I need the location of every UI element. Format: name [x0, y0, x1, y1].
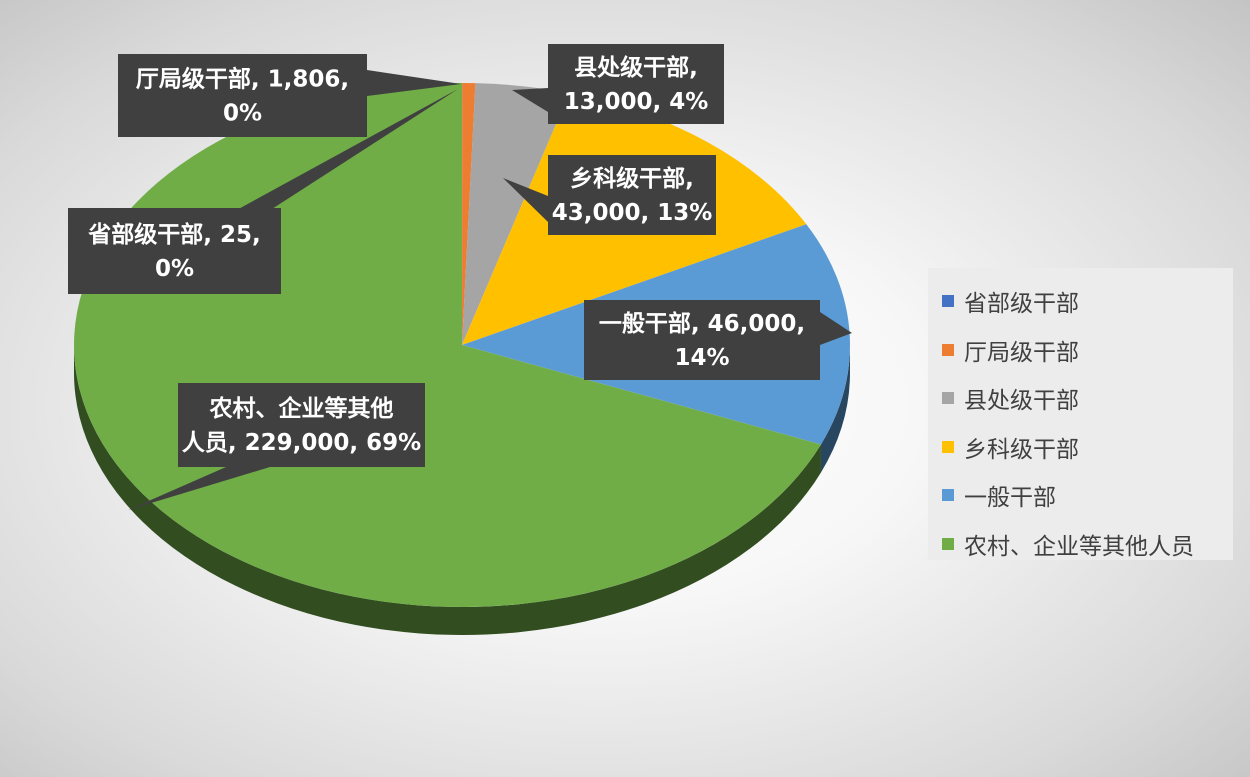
legend-label: 厅局级干部 — [964, 339, 1079, 366]
label-province-box — [68, 208, 281, 294]
legend-swatch — [942, 489, 954, 502]
legend-item-province: 省部级干部 — [928, 277, 1233, 326]
label-general-box — [584, 300, 820, 380]
legend-label: 一般干部 — [964, 485, 1056, 512]
label-others-box — [178, 383, 425, 467]
label-general-pointer — [820, 312, 852, 345]
label-province-line-1: 省部级干部, 25, — [87, 221, 261, 248]
legend-label: 县处级干部 — [964, 388, 1079, 415]
slice-general-side — [820, 345, 850, 473]
label-others-line-1: 农村、企业等其他 — [209, 395, 394, 422]
legend: 省部级干部厅局级干部县处级干部乡科级干部一般干部农村、企业等其他人员 — [928, 268, 1233, 560]
legend-swatch — [942, 295, 954, 308]
legend-item-county: 县处级干部 — [928, 374, 1233, 423]
label-province-line-2: 0% — [155, 256, 194, 282]
legend-item-bureau: 厅局级干部 — [928, 326, 1233, 375]
data-labels: 省部级干部, 25, 0% 厅局级干部, 1,806, 0% 县处级干部, 13,000,… — [68, 44, 852, 510]
label-others-line-2: 人员, 229,000, 69% — [182, 430, 421, 456]
label-county-line-1: 县处级干部, — [574, 54, 698, 81]
label-bureau-line-2: 0% — [223, 101, 262, 127]
label-province: 省部级干部, 25, 0% — [68, 89, 458, 294]
label-others: 农村、企业等其他人员, 229,000, 69% — [128, 383, 425, 510]
legend-item-general: 一般干部 — [928, 471, 1233, 520]
label-others-pointer — [128, 467, 270, 510]
label-province-pointer — [222, 89, 458, 218]
legend-label: 省部级干部 — [964, 291, 1079, 318]
label-county: 县处级干部, 13,000, 4% — [512, 44, 724, 124]
label-township-line-1: 乡科级干部, — [570, 165, 694, 192]
label-general: 一般干部, 46,000, 14% — [584, 300, 852, 380]
legend-swatch — [942, 537, 954, 550]
legend-swatch — [942, 440, 954, 453]
label-township: 乡科级干部, 43,000, 13% — [503, 155, 716, 235]
label-bureau-box — [118, 54, 367, 137]
label-county-box — [548, 44, 724, 124]
legend-label: 乡科级干部 — [964, 436, 1079, 463]
slice-county — [462, 83, 570, 346]
label-county-pointer — [512, 88, 548, 112]
label-general-line-2: 14% — [674, 345, 729, 371]
label-township-box — [548, 155, 716, 235]
slice-bureau — [462, 83, 476, 345]
label-bureau-pointer — [367, 70, 461, 96]
legend-swatch — [942, 392, 954, 405]
label-county-line-2: 13,000, 4% — [564, 89, 709, 115]
legend-swatch — [942, 343, 954, 356]
label-township-line-2: 43,000, 13% — [552, 200, 713, 226]
legend-item-township: 乡科级干部 — [928, 423, 1233, 472]
label-bureau-line-1: 厅局级干部, 1,806, — [136, 66, 349, 93]
legend-label: 农村、企业等其他人员 — [964, 533, 1194, 560]
pie-depth — [74, 345, 850, 636]
label-general-line-1: 一般干部, 46,000, — [599, 310, 805, 337]
label-township-pointer — [503, 178, 548, 222]
legend-item-others: 农村、企业等其他人员 — [928, 520, 1233, 569]
label-bureau: 厅局级干部, 1,806, 0% — [118, 54, 461, 137]
